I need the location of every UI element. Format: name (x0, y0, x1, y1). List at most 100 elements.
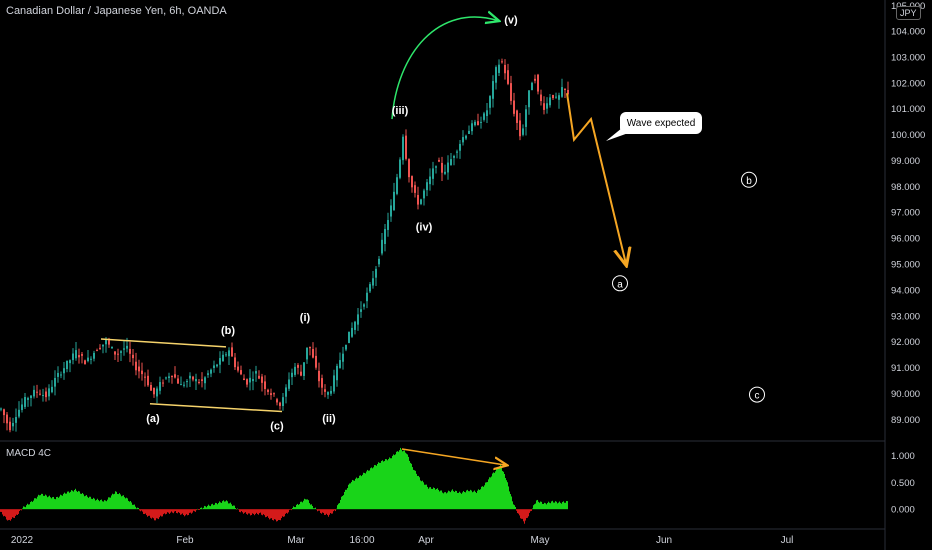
macd-indicator-label[interactable]: MACD 4C (6, 448, 52, 459)
candle-body (363, 304, 365, 307)
macd-bar (191, 509, 192, 514)
macd-bar (497, 468, 498, 510)
candle-body (444, 171, 446, 174)
time-axis[interactable]: 2022 Feb Mar 16:00 Apr May Jun Jul (0, 528, 885, 546)
macd-bar (87, 496, 88, 510)
macd-bar (20, 509, 21, 511)
wave-label[interactable]: (iv) (416, 221, 433, 233)
candle-body (405, 135, 407, 159)
macd-bar (559, 501, 560, 510)
candle-body (30, 395, 32, 398)
macd-bar (438, 489, 439, 510)
macd-bar (35, 498, 36, 510)
wave-label[interactable]: (iii) (392, 105, 409, 117)
candle-body (297, 364, 299, 368)
macd-bar (51, 498, 52, 510)
circled-wave-label[interactable]: a (617, 279, 623, 290)
macd-bar (24, 506, 25, 510)
macd-bar (374, 465, 375, 510)
macd-bar (454, 491, 455, 510)
candle-body (378, 258, 380, 265)
wave-arc-arrow[interactable] (391, 17, 498, 120)
macd-bar (116, 491, 117, 510)
candle-body (219, 358, 221, 365)
macd-bar (262, 509, 263, 516)
price-pane[interactable]: (a) (b) (c) (i) (ii) (iii) (iv) (v) a b c (0, 14, 885, 442)
candle-body (81, 354, 83, 356)
macd-bar (336, 508, 337, 510)
projection-path[interactable] (566, 93, 626, 264)
macd-bar (311, 504, 312, 510)
candle-body (330, 390, 332, 394)
macd-bar (168, 509, 169, 513)
wave-label[interactable]: (a) (146, 413, 160, 425)
channel-line-lower[interactable] (149, 403, 283, 413)
wave-label[interactable]: (c) (270, 421, 284, 433)
macd-bar (164, 509, 165, 514)
wave-label[interactable]: (ii) (322, 413, 336, 425)
macd-bar (371, 467, 372, 510)
macd-bar (540, 501, 541, 510)
circled-wave-label[interactable]: b (746, 176, 752, 187)
macd-bar (68, 491, 69, 510)
macd-bar (274, 509, 275, 520)
macd-bar (444, 492, 445, 510)
macd-bar (533, 505, 534, 510)
macd-bar (72, 490, 73, 510)
macd-bar (356, 477, 357, 510)
macd-bar (418, 475, 419, 510)
macd-bar (250, 509, 251, 516)
candle-body (561, 87, 563, 97)
circled-wave-label[interactable]: c (755, 391, 760, 402)
macd-bar (269, 509, 270, 520)
price-axis[interactable]: 104.000 103.000 102.000 101.000 100.000 99.00… (884, 0, 925, 550)
macd-bar (249, 509, 250, 514)
macd-bar (420, 480, 421, 510)
macd-bar (323, 509, 324, 513)
macd-bar (76, 490, 77, 510)
candle-body (318, 370, 320, 382)
macd-bar (257, 509, 258, 515)
macd-bar (485, 482, 486, 510)
macd-bar (272, 509, 273, 520)
candle-body (108, 340, 110, 345)
macd-bar (253, 509, 254, 514)
macd-bar (154, 509, 155, 521)
wave-label[interactable]: (i) (300, 312, 311, 324)
macd-bar (419, 477, 420, 510)
macd-bar (542, 503, 543, 510)
macd-bar (560, 502, 561, 510)
macd-bar (45, 494, 46, 510)
macd-bar (562, 502, 563, 510)
macd-bar (228, 503, 229, 510)
macd-bar (108, 497, 109, 510)
macd-bar (176, 509, 177, 513)
macd-bar (295, 507, 296, 510)
macd-bar (37, 496, 38, 510)
macd-bar (310, 504, 311, 510)
macd-bar (14, 509, 15, 519)
macd-bar (0, 509, 1, 512)
macd-bar (80, 493, 81, 510)
candle-body (171, 375, 173, 378)
macd-pane[interactable] (0, 447, 568, 524)
time-tick-label: Mar (287, 535, 305, 546)
price-tick-label: 94.000 (891, 285, 920, 296)
macd-bar (222, 501, 223, 510)
macd-bar (381, 460, 382, 510)
macd-bar (399, 450, 400, 510)
macd-bar (101, 499, 102, 510)
macd-bar (544, 502, 545, 510)
macd-bar (204, 505, 205, 510)
candle-body (186, 381, 188, 383)
macd-bar (352, 479, 353, 510)
channel-line-upper[interactable] (100, 338, 227, 348)
macd-bar (280, 509, 281, 521)
wave-label[interactable]: (b) (221, 325, 235, 337)
macd-bar (40, 495, 41, 510)
macd-bar (537, 499, 538, 510)
macd-divergence-line[interactable] (401, 448, 506, 465)
currency-badge[interactable]: JPY (896, 6, 921, 20)
wave-label[interactable]: (v) (504, 14, 518, 26)
